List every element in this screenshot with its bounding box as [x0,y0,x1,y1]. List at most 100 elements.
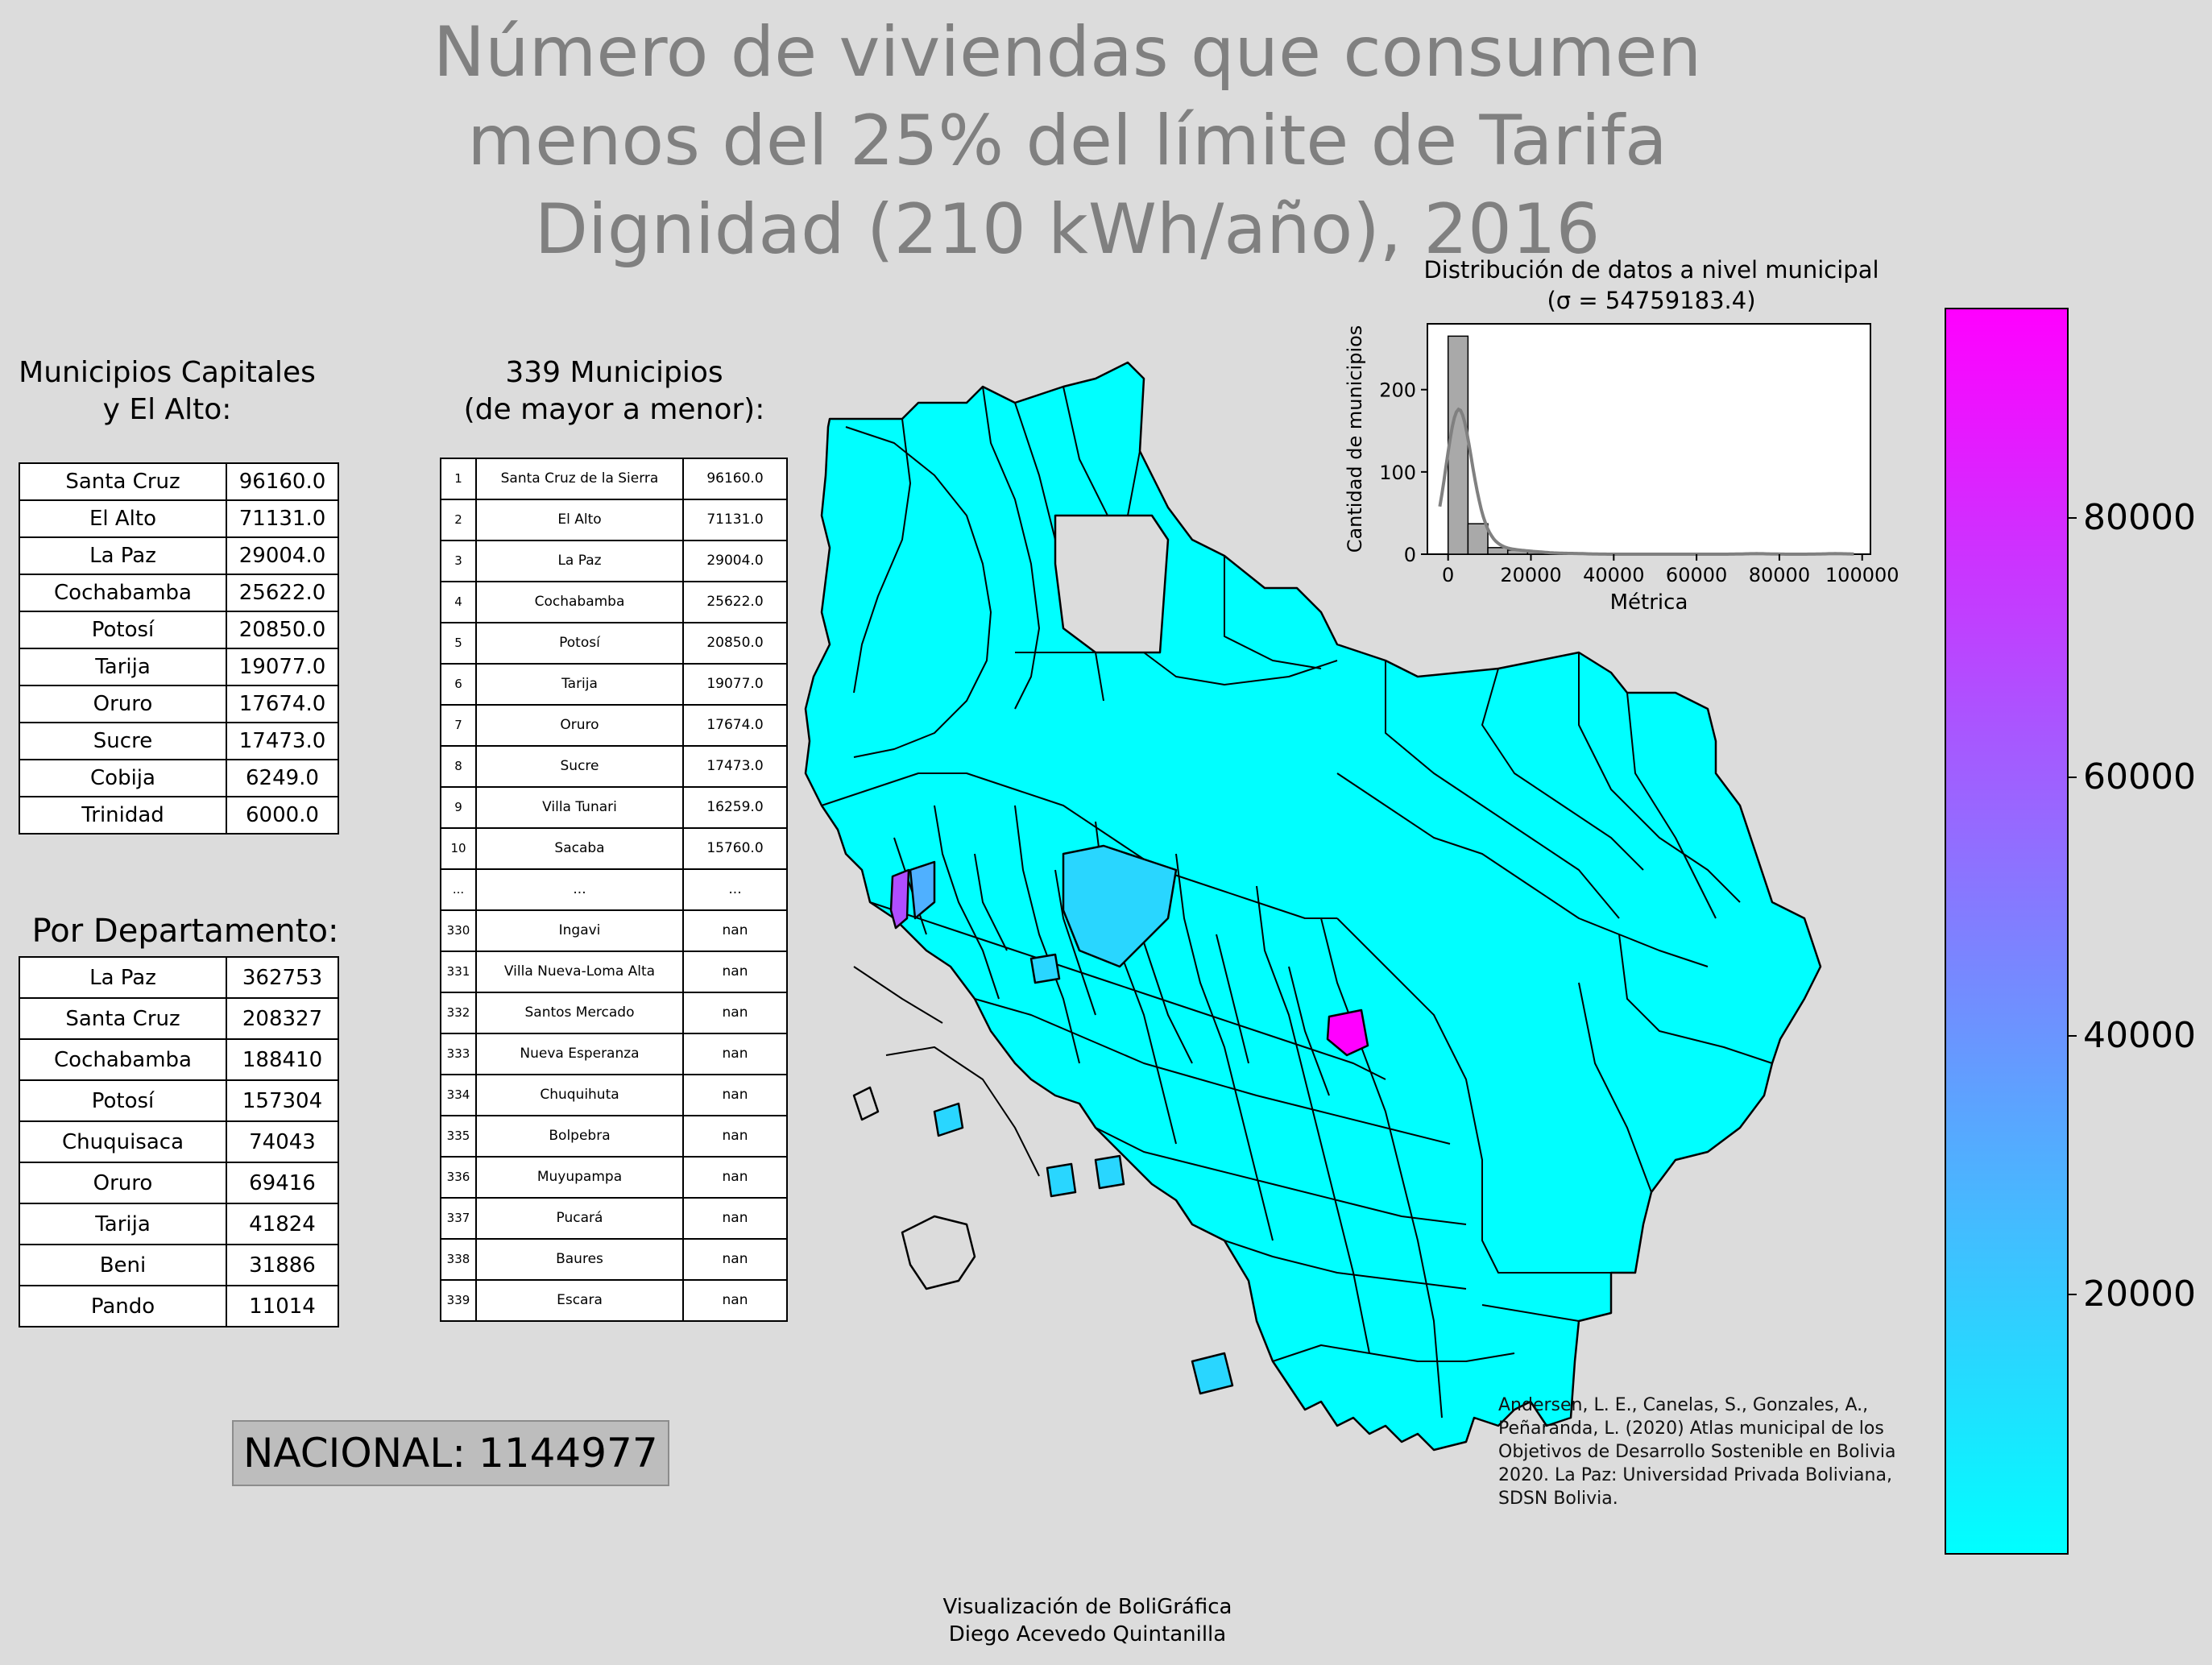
table-row: Oruro 17674.0 [19,685,339,723]
municipio-value-cell: 15760.0 [682,827,788,870]
municipio-value-cell: 19077.0 [682,663,788,706]
histogram-xtick-label: 0 [1442,564,1454,586]
municipio-rank-cell: 1 [440,458,477,500]
municipio-value-cell: nan [682,1156,788,1199]
municipio-rank-cell: 5 [440,622,477,665]
municipio-name-cell: Santa Cruz de la Sierra [475,458,684,500]
region-sucre [1094,1154,1125,1190]
histogram-xtick-label: 20000 [1500,564,1561,586]
capital-name-cell: Trinidad [19,796,227,835]
map-border [1256,885,1370,1354]
map-border [1224,556,1322,669]
table-row: Tarija 19077.0 [19,648,339,686]
histogram-xtick-label: 40000 [1583,564,1644,586]
map-border [1175,853,1274,1241]
municipio-rank-cell: 10 [440,827,477,870]
table-row: 2 El Alto 71131.0 [440,499,788,541]
map-border [853,966,943,1024]
municipio-name-cell: Ingavi [475,909,684,952]
map-border [1272,1344,1515,1362]
municipio-value-cell: 96160.0 [682,458,788,500]
table-row: 7 Oruro 17674.0 [440,704,788,747]
municipio-name-cell: Sucre [475,745,684,788]
table-row: Sucre 17473.0 [19,722,339,760]
map-border [1481,668,1644,871]
departamento-value-cell: 208327 [226,997,339,1040]
histogram-xtick-label: 60000 [1666,564,1727,586]
municipio-value-cell: nan [682,1074,788,1116]
table-row: Tarija 41824 [19,1203,339,1245]
departamento-name-cell: La Paz [19,956,227,999]
municipio-value-cell: nan [682,909,788,952]
municipio-name-cell: Nueva Esperanza [475,1033,684,1075]
departamento-name-cell: Potosí [19,1079,227,1122]
table-row: Oruro 69416 [19,1162,339,1204]
municipio-rank-cell: 3 [440,540,477,582]
municipio-rank-cell: 9 [440,786,477,829]
histogram-frame [1427,323,1871,555]
colorbar-tick-label: 80000 [2083,497,2196,539]
map-border [885,1046,1040,1177]
table-row: La Paz 29004.0 [19,536,339,575]
departamento-value-cell: 188410 [226,1038,339,1081]
municipio-name-cell: Pucará [475,1197,684,1240]
colorbar-tick [2067,1034,2077,1037]
map-title: Número de viviendas que consumen menos d… [433,12,1702,270]
municipio-rank-cell: 334 [440,1074,477,1116]
table-row: 330 Ingavi nan [440,909,788,952]
departamento-value-cell: 69416 [226,1162,339,1204]
table-row: La Paz 362753 [19,956,339,999]
map-border [982,386,1040,710]
municipio-rank-cell: 6 [440,663,477,706]
table-row: ......... [440,868,788,911]
capital-name-cell: El Alto [19,499,227,538]
table-row: Cochabamba 25622.0 [19,574,339,612]
capital-value-cell: 96160.0 [226,462,339,501]
histogram-xtick-label: 80000 [1749,564,1810,586]
capital-value-cell: 17674.0 [226,685,339,723]
map-border [1578,982,1652,1193]
capitales-heading: Municipios Capitales y El Alto: [0,354,334,429]
region-santa-cruz [1326,1009,1369,1057]
capital-name-cell: Oruro [19,685,227,723]
municipio-value-cell: 17674.0 [682,704,788,747]
map-border [853,418,911,694]
map-border [1336,917,1611,1274]
histogram-ytick-label: 100 [1379,462,1416,484]
map-border [1336,772,1709,967]
capital-value-cell: 25622.0 [226,574,339,612]
departamento-name-cell: Santa Cruz [19,997,227,1040]
municipio-rank-cell: 2 [440,499,477,541]
departamento-value-cell: 362753 [226,956,339,999]
municipio-name-cell: Muyupampa [475,1156,684,1199]
departamento-name-cell: Oruro [19,1162,227,1204]
lake-poopo [901,1215,976,1290]
histogram-xtick-label: 100000 [1825,564,1899,586]
municipio-value-cell: 17473.0 [682,745,788,788]
table-row: Chuquisaca 74043 [19,1120,339,1163]
municipio-name-cell: Villa Nueva-Loma Alta [475,951,684,993]
capital-value-cell: 71131.0 [226,499,339,538]
municipios-heading-line2: (de mayor a menor): [463,393,765,426]
municipio-value-cell: nan [682,1238,788,1281]
capitales-heading-line1: Municipios Capitales [19,356,316,389]
table-row: 335 Bolpebra nan [440,1115,788,1158]
histogram-ylabel: Cantidad de municipios [1344,325,1366,553]
table-row: Beni 31886 [19,1244,339,1286]
table-row: Pando 11014 [19,1285,339,1327]
municipio-name-cell: Villa Tunari [475,786,684,829]
map-border [1320,917,1443,1419]
table-row: 6 Tarija 19077.0 [440,663,788,706]
municipio-name-cell: La Paz [475,540,684,582]
map-border [869,901,1386,1080]
departamento-value-cell: 74043 [226,1120,339,1163]
region-potosi [1046,1162,1077,1198]
municipio-rank-cell: 338 [440,1238,477,1281]
map-border [1618,934,1773,1064]
capital-name-cell: Cobija [19,759,227,797]
region-la-paz [909,860,936,920]
municipio-value-cell: nan [682,1115,788,1158]
colorbar-tick [2067,1293,2077,1295]
municipio-rank-cell: 333 [440,1033,477,1075]
municipio-value-cell: nan [682,1279,788,1322]
